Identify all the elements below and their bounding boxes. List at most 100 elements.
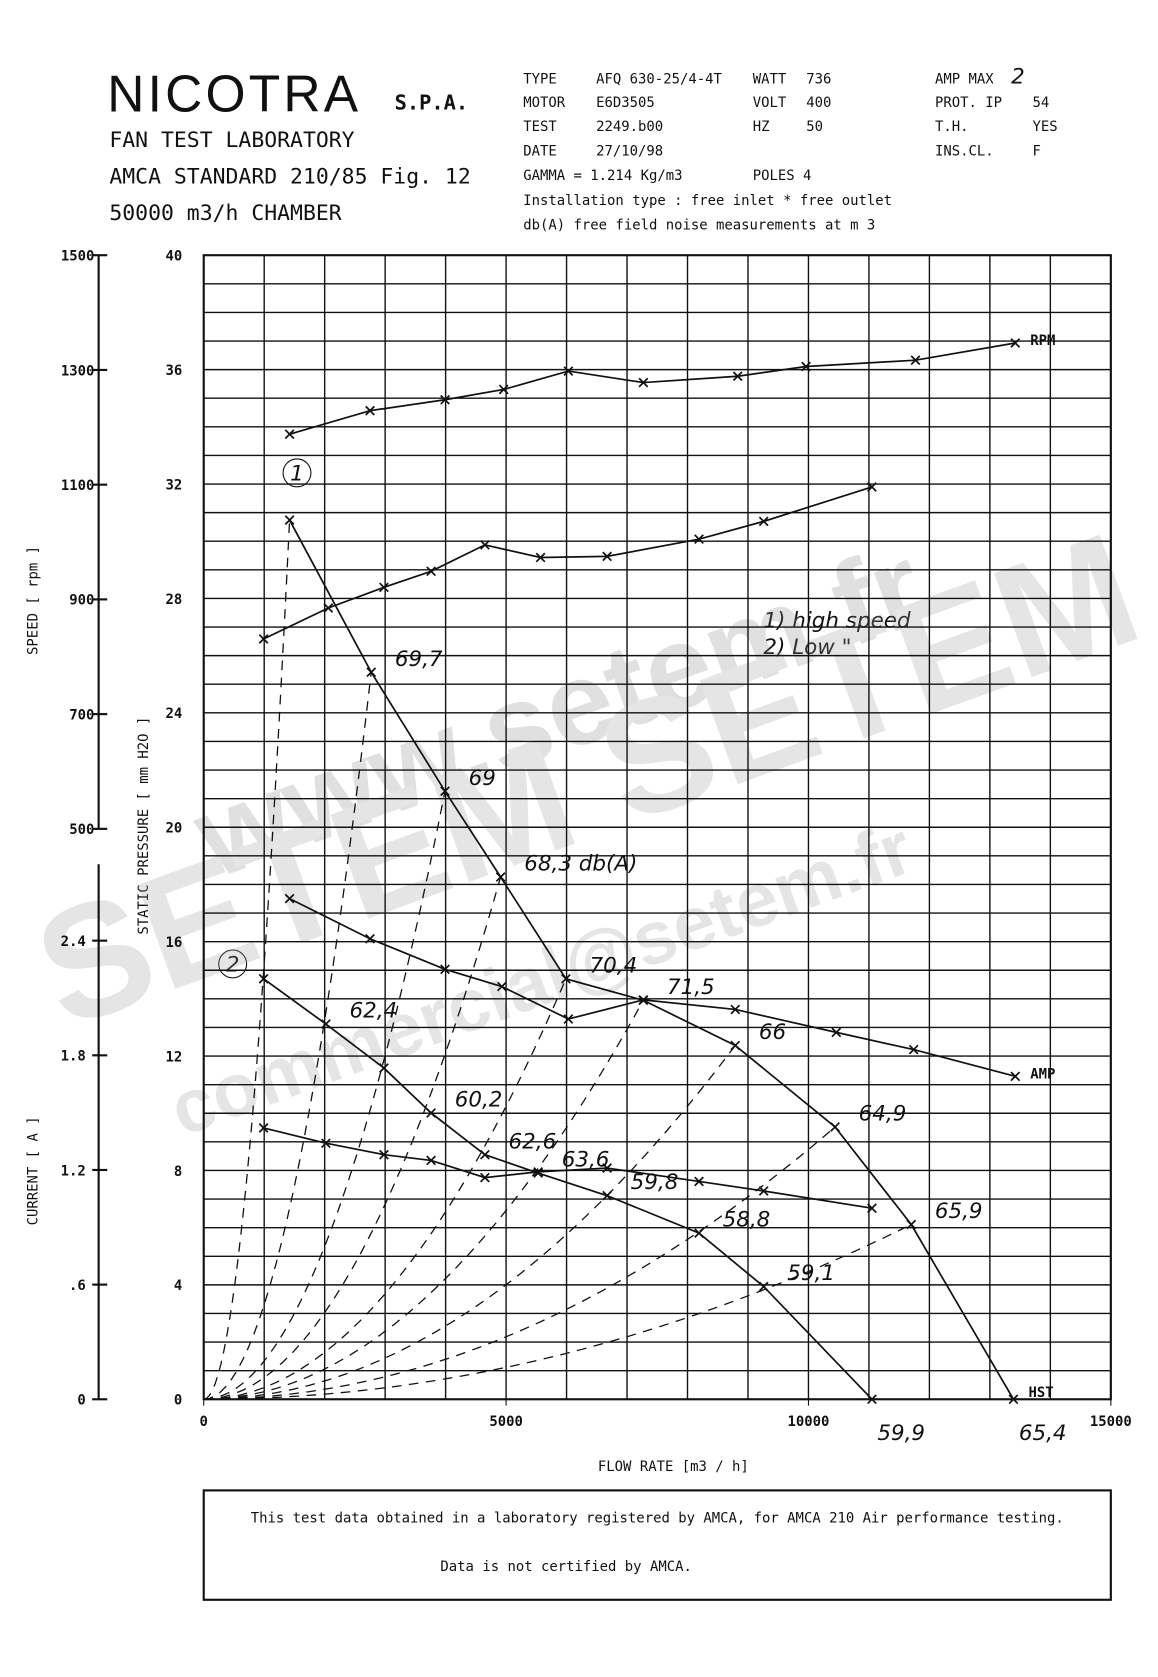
spec-label: PROT. IP xyxy=(935,95,1002,111)
x-tick-label: 15000 xyxy=(1090,1414,1132,1430)
data-point xyxy=(496,981,507,992)
data-point xyxy=(258,973,269,984)
data-point xyxy=(906,1219,917,1230)
series-label: AMP xyxy=(1030,1066,1055,1082)
marker-circle xyxy=(282,458,312,488)
spec-value: 400 xyxy=(806,95,831,111)
data-point xyxy=(426,1155,436,1166)
data-point xyxy=(758,1281,769,1292)
header-line: 50000 m3/h CHAMBER xyxy=(109,201,341,226)
data-point xyxy=(563,366,574,376)
system-curve xyxy=(203,1045,736,1400)
spec-label: DATE xyxy=(523,143,557,159)
spec-value: 736 xyxy=(806,72,831,88)
y2-tick-label: 1500 xyxy=(61,249,95,265)
data-point xyxy=(258,634,269,644)
data-point xyxy=(758,516,769,527)
spec-value: F xyxy=(1033,143,1041,159)
data-point xyxy=(1010,338,1021,348)
data-point xyxy=(638,995,649,1005)
data-point xyxy=(320,1019,331,1029)
noise-label: 58,8 xyxy=(723,1208,771,1233)
footer-line: This test data obtained in a laboratory … xyxy=(251,1511,1064,1527)
data-point xyxy=(284,515,295,525)
noise-label: 68,3 db(A) xyxy=(524,852,637,877)
series-line xyxy=(288,519,1015,1400)
spec-label: VOLT xyxy=(753,95,787,111)
spec-line: Installation type : free inlet * free ou… xyxy=(523,193,892,209)
data-point xyxy=(561,973,571,984)
system-curve xyxy=(203,791,446,1400)
data-point xyxy=(1008,1394,1019,1405)
y-tick-label: 12 xyxy=(166,1049,183,1065)
noise-label: 65,4 xyxy=(1019,1421,1067,1446)
spec-value: AFQ 630-25/4-4T xyxy=(596,72,722,88)
header-line: FAN TEST LABORATORY xyxy=(109,128,354,153)
spec-label: T.H. xyxy=(935,119,969,135)
marker-circle xyxy=(218,949,248,979)
data-point xyxy=(320,1138,331,1149)
y-axis-title: STATIC PRESSURE [ mm H2O ] xyxy=(136,717,152,935)
noise-label: 59,8 xyxy=(631,1170,679,1195)
plot-frame xyxy=(202,254,1112,1401)
y-tick-label: 4 xyxy=(174,1278,182,1294)
data-point xyxy=(908,1044,919,1055)
spec-label: TEST xyxy=(523,119,557,135)
data-point xyxy=(480,1172,490,1183)
data-point xyxy=(801,361,811,372)
noise-label: 69,7 xyxy=(395,647,443,672)
data-point xyxy=(258,1123,269,1133)
spec-label: INS.CL. xyxy=(935,143,994,159)
system-curve xyxy=(203,520,291,1400)
series-line xyxy=(263,978,873,1400)
spec-value: YES xyxy=(1033,119,1058,135)
noise-label: 62,4 xyxy=(349,999,397,1024)
y-tick-label: 20 xyxy=(166,821,183,837)
data-point xyxy=(867,1394,877,1405)
noise-label: 66 xyxy=(759,1020,786,1045)
spec-value: 54 xyxy=(1033,95,1050,111)
data-point xyxy=(379,582,389,593)
data-point xyxy=(365,933,375,944)
data-point xyxy=(440,394,450,405)
y3-tick-label: 0 xyxy=(77,1393,85,1409)
y-tick-label: 8 xyxy=(174,1164,182,1180)
y3-tick-label: 1.2 xyxy=(61,1163,86,1179)
series-line xyxy=(289,342,1016,436)
y2-tick-label: 500 xyxy=(69,822,94,838)
y3-axis-title: CURRENT [ A ] xyxy=(26,1116,42,1225)
series-label: HST xyxy=(1028,1385,1053,1401)
data-point xyxy=(730,1040,741,1051)
header-line: AMCA STANDARD 210/85 Fig. 12 xyxy=(109,164,470,189)
y3-tick-label: 1.8 xyxy=(61,1049,86,1065)
data-point xyxy=(495,872,506,882)
brand: NICOTRA xyxy=(107,65,361,123)
data-point xyxy=(694,1228,704,1238)
data-point xyxy=(867,482,877,492)
data-point xyxy=(323,603,334,613)
brand-suffix: S.P.A. xyxy=(395,90,469,114)
spec-value: 27/10/98 xyxy=(596,143,663,159)
y-tick-label: 0 xyxy=(174,1393,182,1409)
footer-line: Data is not certified by AMCA. xyxy=(440,1559,691,1575)
y-tick-label: 36 xyxy=(166,363,183,379)
noise-label: 60,2 xyxy=(455,1088,503,1113)
data-point xyxy=(730,1004,741,1015)
y2-tick-label: 1100 xyxy=(61,478,95,494)
data-point xyxy=(732,371,743,382)
data-point xyxy=(867,1203,877,1214)
spec-value: 2 xyxy=(1011,65,1025,90)
footer-box xyxy=(202,1489,1112,1601)
data-point xyxy=(602,551,612,562)
data-point xyxy=(535,552,546,563)
noise-label: 71,5 xyxy=(667,975,715,1000)
spec-label: WATT xyxy=(753,72,787,88)
y-tick-label: 24 xyxy=(166,706,183,722)
system-curve xyxy=(203,1126,836,1400)
data-point xyxy=(694,534,704,545)
spec-line: GAMMA = 1.214 Kg/m3 xyxy=(523,168,682,184)
noise-label: 59,1 xyxy=(787,1261,835,1286)
system-curve xyxy=(203,1223,912,1400)
noise-label: 65,9 xyxy=(935,1199,983,1224)
